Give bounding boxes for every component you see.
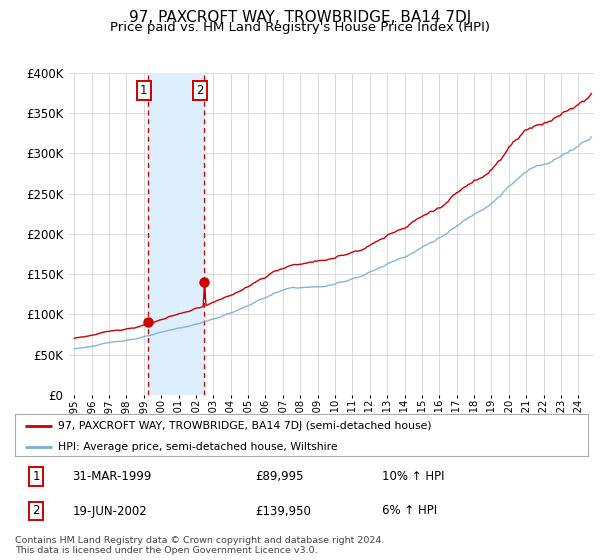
Text: 31-MAR-1999: 31-MAR-1999 — [73, 470, 152, 483]
Text: 2: 2 — [32, 505, 40, 517]
Text: £89,995: £89,995 — [256, 470, 304, 483]
Bar — [148, 73, 204, 395]
Text: 1: 1 — [140, 84, 148, 97]
Text: 10% ↑ HPI: 10% ↑ HPI — [382, 470, 444, 483]
Text: Contains HM Land Registry data © Crown copyright and database right 2024.
This d: Contains HM Land Registry data © Crown c… — [15, 536, 385, 556]
Text: 6% ↑ HPI: 6% ↑ HPI — [382, 505, 437, 517]
Text: HPI: Average price, semi-detached house, Wiltshire: HPI: Average price, semi-detached house,… — [58, 442, 338, 452]
Text: 19-JUN-2002: 19-JUN-2002 — [73, 505, 147, 517]
Text: £139,950: £139,950 — [256, 505, 311, 517]
Text: 1: 1 — [32, 470, 40, 483]
Text: Price paid vs. HM Land Registry's House Price Index (HPI): Price paid vs. HM Land Registry's House … — [110, 21, 490, 34]
Text: 2: 2 — [196, 84, 203, 97]
Text: 97, PAXCROFT WAY, TROWBRIDGE, BA14 7DJ: 97, PAXCROFT WAY, TROWBRIDGE, BA14 7DJ — [129, 10, 471, 25]
Text: 97, PAXCROFT WAY, TROWBRIDGE, BA14 7DJ (semi-detached house): 97, PAXCROFT WAY, TROWBRIDGE, BA14 7DJ (… — [58, 421, 431, 431]
